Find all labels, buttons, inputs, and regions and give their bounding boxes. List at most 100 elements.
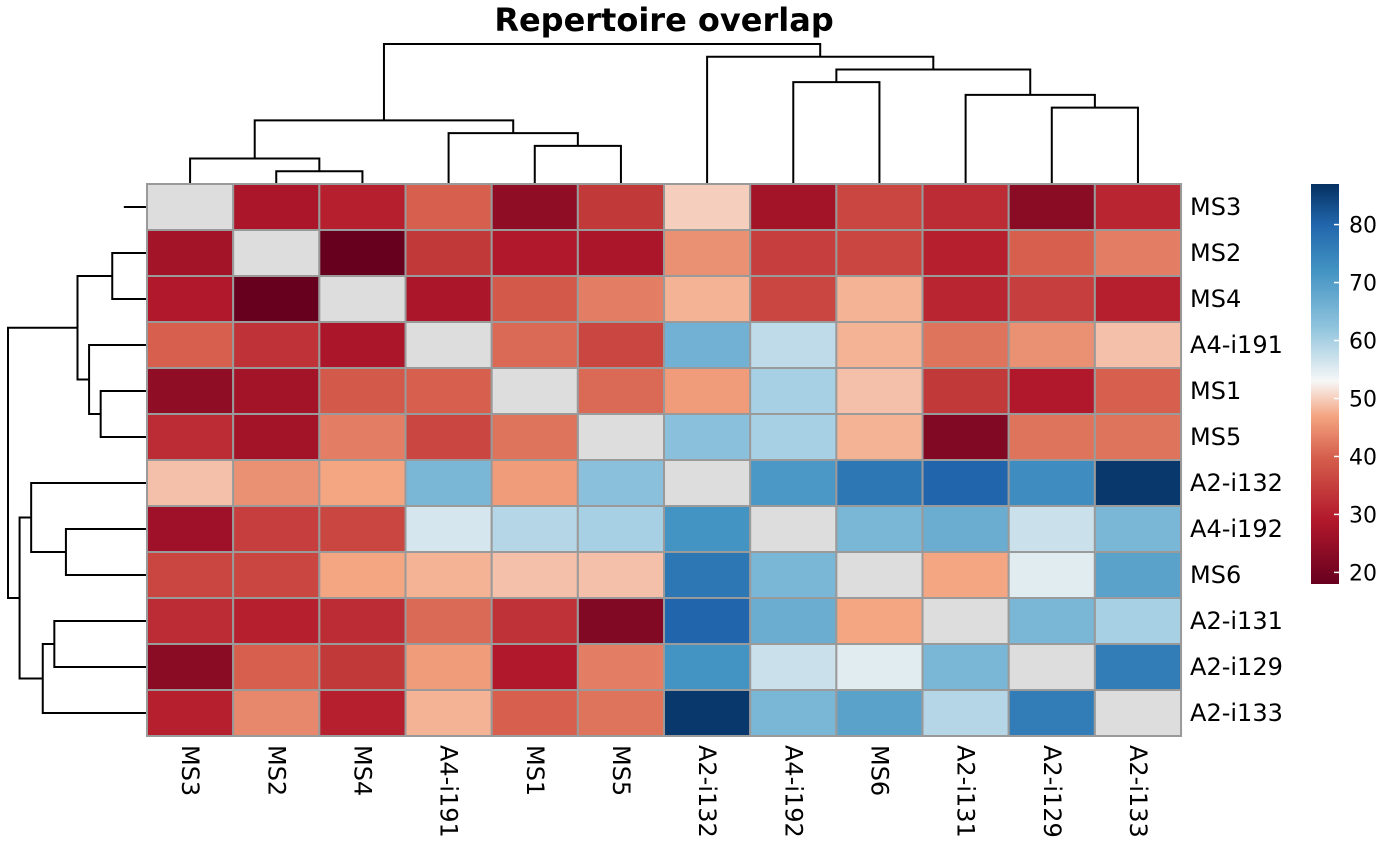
- heatmap-cell-A2-i133-MS3: [146, 689, 235, 737]
- column-label: MS1: [521, 745, 549, 796]
- heatmap-cell-A4-i191-A4-i191: [404, 321, 493, 369]
- heatmap-cell-MS5-A2-i129: [1007, 413, 1096, 461]
- heatmap-cell-A2-i131-MS5: [576, 597, 666, 645]
- column-label: A4-i192: [779, 745, 807, 838]
- heatmap-cell-MS2-A4-i191: [404, 229, 493, 277]
- heatmap-cell-A4-i192-A2-i129: [1007, 505, 1096, 553]
- legend-tick-label: 50: [1349, 387, 1377, 412]
- row-label: MS1: [1190, 377, 1241, 405]
- row-label: A2-i132: [1190, 469, 1283, 497]
- heatmap-cell-MS3-A2-i131: [921, 183, 1010, 231]
- heatmap-cell-MS4-MS2: [232, 275, 321, 323]
- heatmap-cell-A4-i191-MS3: [146, 321, 235, 369]
- heatmap-cell-MS2-MS6: [835, 229, 924, 277]
- row-dendrogram-branch: [64, 528, 147, 576]
- heatmap-cell-A4-i192-A2-i133: [1093, 505, 1183, 553]
- heatmap-cell-MS5-A4-i192: [749, 413, 838, 461]
- heatmap-cell-A2-i132-A2-i129: [1007, 459, 1096, 507]
- row-label: A2-i133: [1190, 699, 1283, 727]
- column-label: A2-i133: [1124, 745, 1152, 838]
- row-label: A4-i192: [1190, 515, 1283, 543]
- row-dendrogram-branch: [99, 390, 147, 438]
- heatmap-cell-MS4-A2-i131: [921, 275, 1010, 323]
- heatmap-cell-A2-i133-MS2: [232, 689, 321, 737]
- heatmap-cell-A2-i131-A2-i132: [663, 597, 752, 645]
- heatmap-cell-A4-i191-MS2: [232, 321, 321, 369]
- heatmap-cell-MS1-MS1: [490, 367, 579, 415]
- heatmap-cell-A2-i132-MS3: [146, 459, 235, 507]
- heatmap-cell-MS5-A2-i133: [1093, 413, 1183, 461]
- row-labels: MS3 MS2 MS4 A4-i191 MS1 MS5 A2-i132 A4-i192 MS6 A…: [1190, 193, 1283, 727]
- column-label: MS5: [607, 745, 635, 796]
- heatmap-cell-A4-i192-A4-i192: [749, 505, 838, 553]
- heatmap-cell-A2-i133-A2-i129: [1007, 689, 1096, 737]
- heatmap-cell-MS1-MS2: [232, 367, 321, 415]
- heatmap-cell-A2-i133-MS6: [835, 689, 924, 737]
- column-dendrogram: [189, 43, 1139, 184]
- heatmap-cell-A2-i129-A2-i131: [921, 643, 1010, 691]
- heatmap-cell-A2-i131-MS2: [232, 597, 321, 645]
- heatmap-cell-MS2-A2-i129: [1007, 229, 1096, 277]
- column-dendrogram-branch: [706, 55, 935, 184]
- heatmap-cell-A2-i131-MS3: [146, 597, 235, 645]
- chart-title: Repertoire overlap: [494, 1, 833, 39]
- heatmap-cell-A2-i131-A2-i131: [921, 597, 1010, 645]
- heatmap-cell-A2-i131-A2-i129: [1007, 597, 1096, 645]
- heatmap-cell-A2-i133-A4-i191: [404, 689, 493, 737]
- heatmap-cell-MS5-A4-i191: [404, 413, 493, 461]
- heatmap-cell-A4-i191-MS6: [835, 321, 924, 369]
- heatmap-cell-A2-i129-A4-i191: [404, 643, 493, 691]
- heatmap-cell-MS1-MS4: [318, 367, 407, 415]
- heatmap-cell-A4-i192-MS5: [576, 505, 666, 553]
- column-dendrogram-branch: [275, 170, 364, 184]
- heatmap-cell-MS4-MS5: [576, 275, 666, 323]
- heatmap-cell-MS4-MS4: [318, 275, 407, 323]
- heatmap-cell-A2-i129-MS6: [835, 643, 924, 691]
- heatmap-cell-A2-i132-MS1: [490, 459, 579, 507]
- heatmap-cell-A4-i191-A2-i133: [1093, 321, 1183, 369]
- heatmap-cell-MS4-MS3: [146, 275, 235, 323]
- heatmap-cell-MS4-MS6: [835, 275, 924, 323]
- heatmap-cell-MS4-A2-i132: [663, 275, 752, 323]
- heatmap-cell-A2-i132-MS4: [318, 459, 407, 507]
- heatmap-cell-A2-i133-A2-i131: [921, 689, 1010, 737]
- column-dendrogram-branch: [253, 119, 515, 159]
- heatmap-cell-MS6-MS2: [232, 551, 321, 599]
- column-dendrogram-branch: [447, 132, 579, 184]
- column-dendrogram-branch: [964, 93, 1096, 184]
- heatmap-cell-A4-i192-MS3: [146, 505, 235, 553]
- column-labels: MS3 MS2 MS4 A4-i191 MS1 MS5 A2-i132 A4-i192 MS6 A…: [176, 745, 1152, 838]
- heatmap-cell-MS3-MS2: [232, 183, 321, 231]
- heatmap-cell-A2-i131-A2-i133: [1093, 597, 1183, 645]
- heatmap-cell-MS4-A2-i133: [1093, 275, 1183, 323]
- color-legend-ticks: 20 30 40 50 60 70 80: [1334, 214, 1377, 586]
- heatmap-cell-MS1-A4-i192: [749, 367, 838, 415]
- column-label: MS6: [865, 745, 893, 796]
- heatmap-cell-MS4-MS1: [490, 275, 579, 323]
- heatmap-cell-MS3-MS3: [146, 183, 235, 231]
- heatmap-cell-A2-i132-A2-i133: [1093, 459, 1183, 507]
- heatmap-cell-MS6-MS6: [835, 551, 924, 599]
- column-label: A2-i132: [693, 745, 721, 838]
- row-label: A2-i131: [1190, 607, 1283, 635]
- heatmap-cell-MS3-A4-i192: [749, 183, 838, 231]
- row-label: MS2: [1190, 239, 1241, 267]
- heatmap-cell-MS6-MS1: [490, 551, 579, 599]
- heatmap-cell-MS5-MS2: [232, 413, 321, 461]
- heatmap-cell-A2-i129-MS5: [576, 643, 666, 691]
- heatmap-cell-A4-i191-MS1: [490, 321, 579, 369]
- heatmap-cell-MS1-A2-i129: [1007, 367, 1096, 415]
- legend-tick-label: 60: [1349, 330, 1377, 355]
- legend-tick-label: 30: [1349, 503, 1377, 528]
- heatmap-cell-MS2-MS2: [232, 229, 321, 277]
- heatmap-cell-A4-i192-A2-i131: [921, 505, 1010, 553]
- legend-tick-label: 70: [1349, 272, 1377, 297]
- heatmap-cell-MS3-A4-i191: [404, 183, 493, 231]
- color-legend-bar: [1311, 184, 1339, 584]
- heatmap-cell-A4-i192-MS4: [318, 505, 407, 553]
- row-dendrogram-branch: [111, 252, 147, 300]
- legend-tick-label: 80: [1349, 214, 1377, 239]
- row-dendrogram-branch: [7, 326, 78, 599]
- row-dendrogram-branch: [53, 620, 147, 668]
- heatmap-cell-MS4-A2-i129: [1007, 275, 1096, 323]
